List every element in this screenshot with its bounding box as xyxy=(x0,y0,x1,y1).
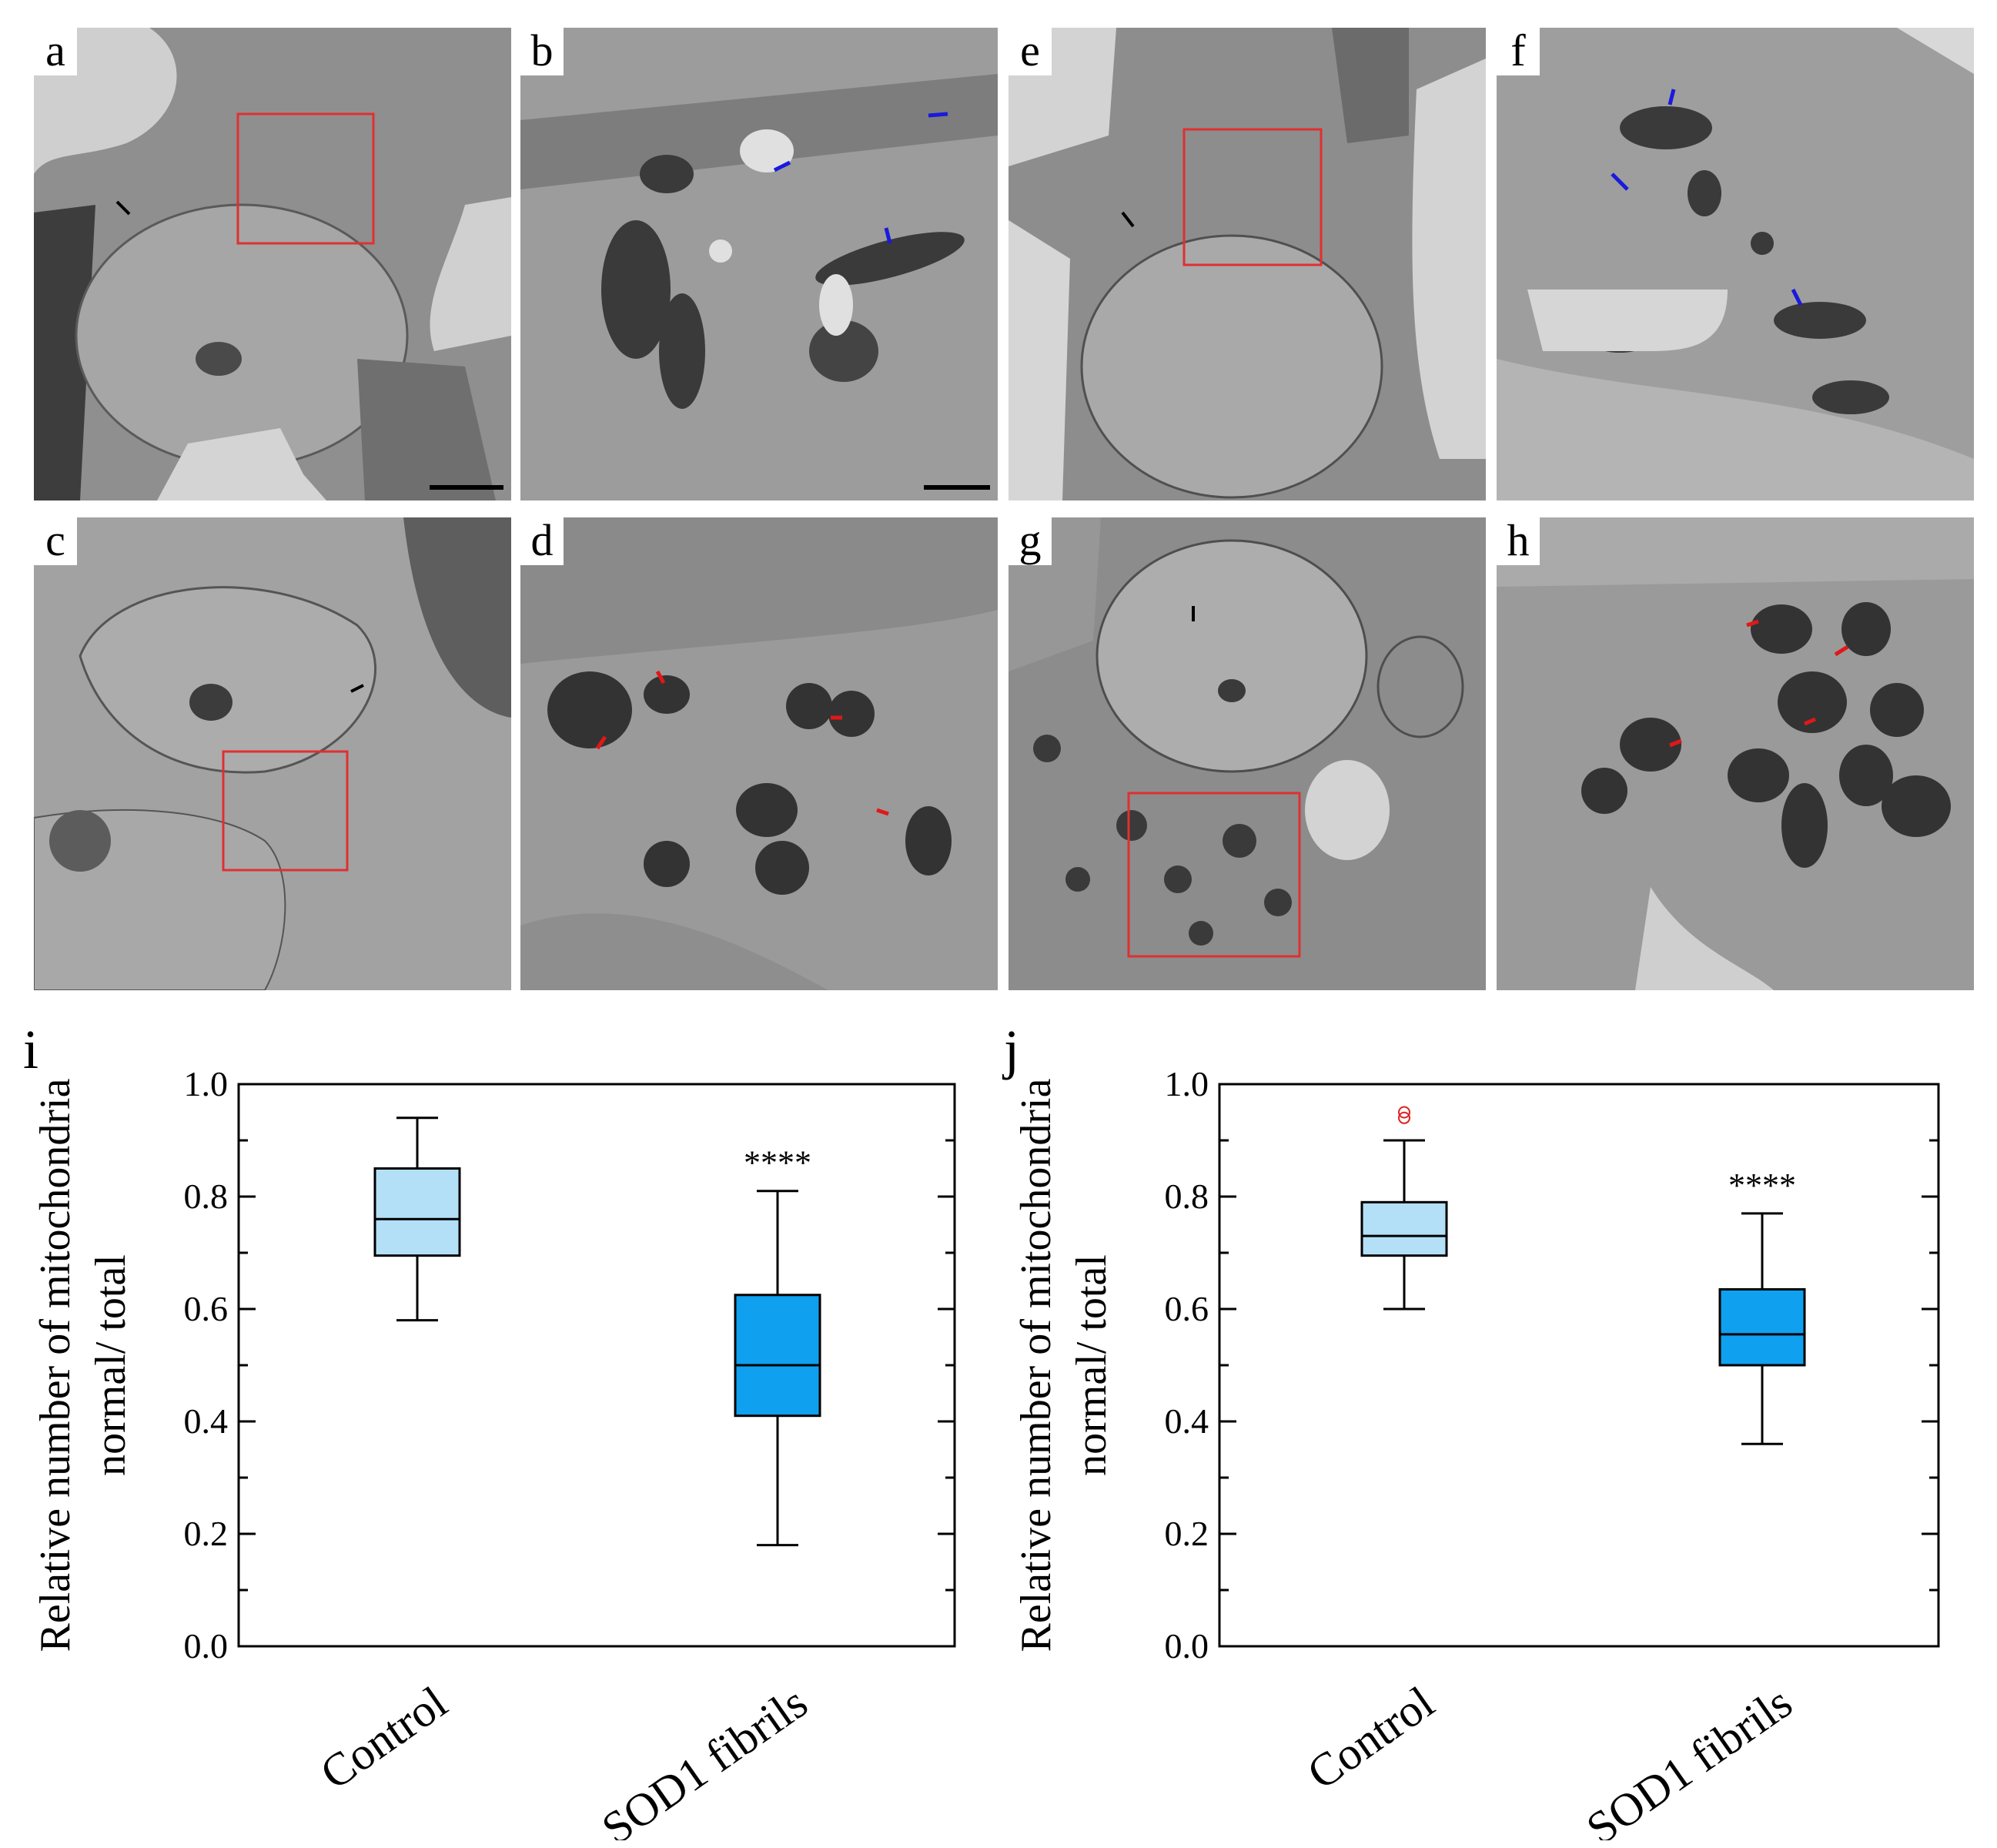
micrograph-c-image xyxy=(34,517,511,990)
y-axis-label-line1: Relative number of mitochondria xyxy=(32,1078,79,1652)
micrograph-e-image xyxy=(1009,28,1486,500)
roi-box xyxy=(1127,792,1301,958)
y-tick-label: 0.6 xyxy=(1165,1289,1209,1328)
y-tick-label: 0.4 xyxy=(1165,1401,1209,1441)
box-iqr xyxy=(1360,1200,1448,1257)
panel-label-c: c xyxy=(34,517,77,565)
micrograph-d: d xyxy=(520,517,998,990)
y-tick-label: 0.2 xyxy=(184,1514,229,1553)
y-tick-label: 0.2 xyxy=(1165,1514,1209,1553)
micrograph-g: g xyxy=(1009,517,1486,990)
outlier-point xyxy=(1398,1106,1410,1119)
box-iqr xyxy=(373,1167,461,1257)
micrograph-c: c xyxy=(34,517,511,990)
y-axis-label-line1: Relative number of mitochondria xyxy=(1012,1078,1060,1652)
panel-label-g: g xyxy=(1009,517,1052,565)
y-tick-label: 0.0 xyxy=(184,1626,229,1666)
panel-label-a: a xyxy=(34,28,77,75)
x-category-text: Control xyxy=(311,1676,456,1799)
y-axis-label: Relative number of mitochondria normal/ t… xyxy=(32,1078,135,1652)
micrograph-f: f xyxy=(1497,28,1974,500)
panel-label-b: b xyxy=(520,28,564,75)
micrograph-f-image xyxy=(1497,28,1974,500)
significance-label: **** xyxy=(1728,1167,1796,1204)
micrograph-a: a xyxy=(34,28,511,500)
x-category-text: Control xyxy=(1298,1676,1443,1799)
roi-box xyxy=(222,750,349,872)
box-iqr xyxy=(734,1294,821,1418)
micrograph-h: h xyxy=(1497,517,1974,990)
x-category-label: Control xyxy=(1298,1676,1443,1799)
y-tick-label: 0.0 xyxy=(1165,1626,1209,1666)
micrograph-d-image xyxy=(520,517,998,990)
roi-box xyxy=(236,112,375,245)
y-tick-label: 0.4 xyxy=(184,1401,229,1441)
plot-frame xyxy=(1218,1083,1940,1648)
micrograph-g-image xyxy=(1009,517,1486,990)
plot-frame xyxy=(237,1083,956,1648)
chart-i: i 0.0 0.2 0.4 0.6 0.8 1.0 Relative number of m… xyxy=(0,1019,993,1840)
micrograph-e: e xyxy=(1009,28,1486,500)
micrograph-b-image xyxy=(520,28,998,500)
chart-label-j: j xyxy=(1004,1019,1020,1080)
outlier-point xyxy=(1398,1111,1410,1124)
significance-label: **** xyxy=(744,1144,811,1182)
y-axis-label-line2: normal/ total xyxy=(87,1254,135,1476)
chart-j: j 0.0 0.2 0.4 0.6 0.8 1.0 Relative number of m… xyxy=(993,1019,1997,1840)
scale-bar xyxy=(430,485,503,490)
y-tick-label: 1.0 xyxy=(1165,1064,1209,1103)
scale-bar xyxy=(924,485,990,490)
box-iqr xyxy=(1718,1287,1806,1367)
boxplot-i: 0.0 0.2 0.4 0.6 0.8 1.0 Relative number of mit… xyxy=(32,1064,956,1840)
x-category-label: SOD1 fibrils xyxy=(593,1676,816,1840)
micrograph-b: b xyxy=(520,28,998,500)
y-tick-label: 0.6 xyxy=(184,1289,229,1328)
y-tick-label: 0.8 xyxy=(1165,1177,1209,1216)
x-category-text: SOD1 fibrils xyxy=(593,1676,816,1840)
chart-label-i: i xyxy=(23,1019,39,1080)
panel-label-d: d xyxy=(520,517,564,565)
y-axis-label: Relative number of mitochondria normal/ t… xyxy=(1012,1078,1116,1652)
y-axis-label-line2: normal/ total xyxy=(1068,1254,1116,1476)
roi-box xyxy=(1182,128,1323,266)
panel-label-e: e xyxy=(1009,28,1052,75)
x-category-label: SOD1 fibrils xyxy=(1577,1676,1801,1840)
micrograph-a-image xyxy=(34,28,511,500)
panel-label-h: h xyxy=(1497,517,1540,565)
y-tick-label: 0.8 xyxy=(184,1177,229,1216)
y-tick-label: 1.0 xyxy=(184,1064,229,1103)
x-category-text: SOD1 fibrils xyxy=(1577,1676,1801,1840)
x-category-label: Control xyxy=(311,1676,456,1799)
panel-label-f: f xyxy=(1497,28,1540,75)
micrograph-h-image xyxy=(1497,517,1974,990)
boxplot-j: 0.0 0.2 0.4 0.6 0.8 1.0 Relative number of mit… xyxy=(1012,1064,1940,1840)
